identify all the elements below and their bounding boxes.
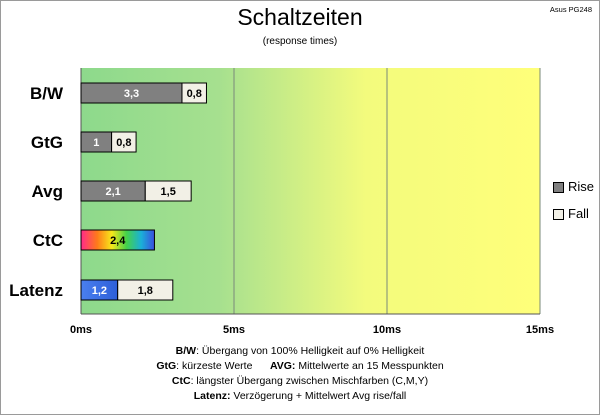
legend-label-rise: Rise <box>568 179 595 194</box>
x-tick-label: 10ms <box>373 324 401 336</box>
data-label-rise: 3,3 <box>124 88 139 100</box>
category-label: B/W <box>30 84 64 103</box>
data-label-fall: 0,8 <box>116 137 131 149</box>
data-label-fall: 0,8 <box>187 88 202 100</box>
note-line-latenz: Latenz: Verzögerung + Mittelwert Avg ris… <box>0 389 600 404</box>
note-line-bw: B/W: Übergang von 100% Helligkeit auf 0%… <box>0 344 600 359</box>
note-text: Mittelwerte an 15 Messpunkten <box>295 360 444 372</box>
data-label-rise: 2,1 <box>105 186 120 198</box>
note-line-ctc: CtC: längster Übergang zwischen Mischfar… <box>0 374 600 389</box>
rise-swatch <box>553 182 564 194</box>
monitor-model-label: Asus PG248 <box>549 5 592 14</box>
data-label-fall: 1,5 <box>161 186 176 198</box>
bar-fall <box>117 279 174 301</box>
category-label: CtC <box>33 231 63 250</box>
data-label-fall: 1,8 <box>138 285 153 297</box>
note-text: : kürzeste Werte <box>176 360 253 372</box>
x-tick-label: 15ms <box>526 324 554 336</box>
data-label-rise: 1,2 <box>92 285 107 297</box>
note-key: Latenz: <box>193 390 231 402</box>
category-label: GtG <box>31 133 63 152</box>
data-label-rise: 1 <box>93 137 99 149</box>
category-label: Latenz <box>9 281 63 300</box>
note-text: Verzögerung + Mittelwert Avg rise/fall <box>230 390 407 402</box>
legend-item-rise: Rise <box>553 179 594 194</box>
x-tick-label: 5ms <box>223 324 245 336</box>
note-key: B/W <box>175 345 197 357</box>
category-label: Avg <box>32 182 64 201</box>
note-key: CtC <box>171 375 191 387</box>
note-key: GtG <box>156 360 177 372</box>
chart-title: Schaltzeiten <box>237 4 363 30</box>
notes-block: B/W: Übergang von 100% Helligkeit auf 0%… <box>0 344 600 404</box>
fall-swatch <box>553 209 564 221</box>
legend-item-fall: Fall <box>553 206 589 221</box>
chart-subtitle: (response times) <box>262 36 338 47</box>
note-text: : längster Übergang zwischen Mischfarben… <box>190 375 429 387</box>
bar-fall <box>111 131 137 153</box>
note-key: AVG: <box>269 360 296 372</box>
note-text: : Übergang von 100% Helligkeit auf 0% He… <box>196 345 425 357</box>
bar-fall <box>144 180 192 202</box>
bar-rise <box>80 229 155 251</box>
x-tick-label: 0ms <box>70 324 92 336</box>
bar-fall <box>181 82 207 104</box>
note-line-gtg: GtG: kürzeste Werte AVG: Mittelwerte an … <box>0 359 600 374</box>
data-label-rise: 2,4 <box>110 235 126 247</box>
legend-label-fall: Fall <box>568 206 589 221</box>
